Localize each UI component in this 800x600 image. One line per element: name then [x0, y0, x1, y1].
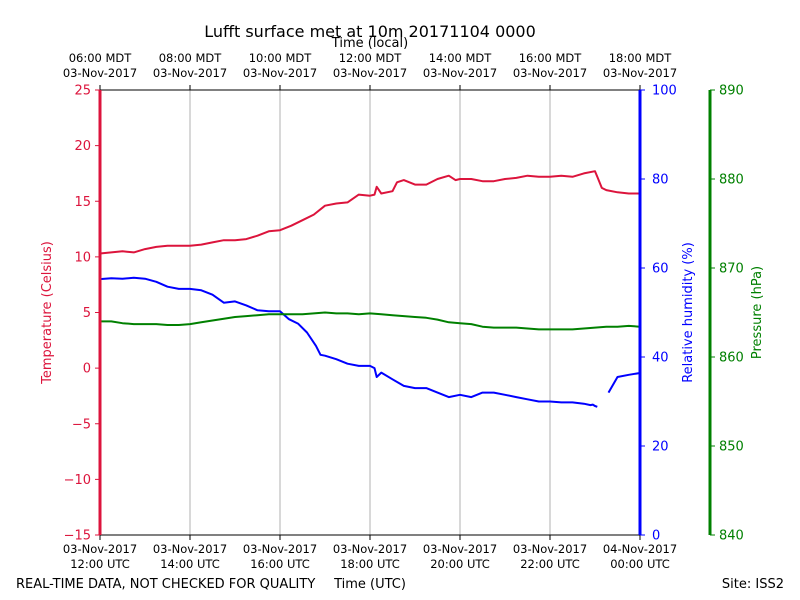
temperature-tick-label: 5: [83, 306, 91, 321]
chart-title: Lufft surface met at 10m 20171104 0000: [204, 22, 536, 41]
temperature-tick-label: −15: [64, 529, 91, 544]
humidity-axis-label: Relative humidity (%): [681, 242, 696, 383]
humidity-tick-label: 0: [652, 529, 660, 544]
temperature-axis: 25 20 15 10 5 0 −5 −10 −15 Temperature (Celsius): [40, 84, 102, 544]
top-tick-label: 03-Nov-2017: [243, 66, 317, 80]
pressure-tick-label: 880: [719, 173, 744, 188]
bottom-tick-label: 03-Nov-2017: [153, 542, 227, 556]
site-label: Site: ISS2: [722, 577, 784, 592]
top-tick-label: 10:00 MDT: [249, 51, 313, 65]
top-tick-label: 08:00 MDT: [159, 51, 223, 65]
bottom-tick-label: 03-Nov-2017: [423, 542, 497, 556]
pressure-tick-label: 860: [719, 351, 744, 366]
pressure-tick-label: 840: [719, 529, 744, 544]
temperature-tick-label: −10: [64, 473, 91, 488]
bottom-tick-label: 16:00 UTC: [250, 557, 310, 571]
top-tick-label: 03-Nov-2017: [63, 66, 137, 80]
humidity-tick-label: 20: [652, 440, 669, 455]
top-tick-label: 03-Nov-2017: [513, 66, 587, 80]
quality-notice: REAL-TIME DATA, NOT CHECKED FOR QUALITY: [16, 577, 315, 592]
humidity-tick-label: 60: [652, 262, 669, 277]
temperature-tick-label: 15: [74, 195, 91, 210]
top-tick-label: 06:00 MDT: [69, 51, 133, 65]
top-tick-label: 18:00 MDT: [609, 51, 673, 65]
pressure-tick-label: 870: [719, 262, 744, 277]
humidity-tick-label: 40: [652, 351, 669, 366]
bottom-tick-label: 12:00 UTC: [70, 557, 130, 571]
temperature-tick-label: −5: [72, 417, 91, 432]
pressure-tick-label: 890: [719, 84, 744, 99]
bottom-tick-label: 18:00 UTC: [340, 557, 400, 571]
humidity-axis: 0 20 40 60 80 100 Relative humidity (%): [638, 84, 696, 544]
bottom-tick-label: 04-Nov-2017: [603, 542, 677, 556]
pressure-tick-label: 850: [719, 440, 744, 455]
humidity-tick-label: 100: [652, 84, 677, 99]
temperature-tick-label: 25: [74, 84, 91, 99]
top-tick-label: 14:00 MDT: [429, 51, 493, 65]
bottom-tick-label: 03-Nov-2017: [243, 542, 317, 556]
bottom-tick-label: 00:00 UTC: [610, 557, 670, 571]
bottom-tick-label: 22:00 UTC: [520, 557, 580, 571]
bottom-tick-label: 03-Nov-2017: [333, 542, 407, 556]
temperature-axis-label: Temperature (Celsius): [40, 241, 55, 385]
top-tick-label: 16:00 MDT: [519, 51, 583, 65]
temperature-tick-label: 20: [74, 139, 91, 154]
top-tick-label: 12:00 MDT: [339, 51, 403, 65]
series: [99, 170, 641, 408]
top-tick-label: 03-Nov-2017: [603, 66, 677, 80]
top-tick-label: 03-Nov-2017: [423, 66, 497, 80]
pressure-axis: 840 850 860 870 880 890 Pressure (hPa): [708, 84, 765, 544]
temperature-tick-label: 10: [74, 250, 91, 265]
top-tick-label: 03-Nov-2017: [333, 66, 407, 80]
pressure-axis-label: Pressure (hPa): [750, 266, 765, 359]
temperature-tick-label: 0: [83, 362, 91, 377]
x-axis-top-label: Time (local): [331, 36, 408, 51]
temperature-line: [99, 170, 640, 255]
humidity-line: [99, 276, 641, 408]
bottom-tick-label: 03-Nov-2017: [513, 542, 587, 556]
bottom-tick-label: 20:00 UTC: [430, 557, 490, 571]
bottom-tick-label: 14:00 UTC: [160, 557, 220, 571]
top-tick-label: 03-Nov-2017: [153, 66, 227, 80]
humidity-tick-label: 80: [652, 173, 669, 188]
pressure-line: [100, 311, 641, 331]
bottom-tick-label: 03-Nov-2017: [63, 542, 137, 556]
x-axis-label: Time (UTC): [333, 577, 406, 592]
